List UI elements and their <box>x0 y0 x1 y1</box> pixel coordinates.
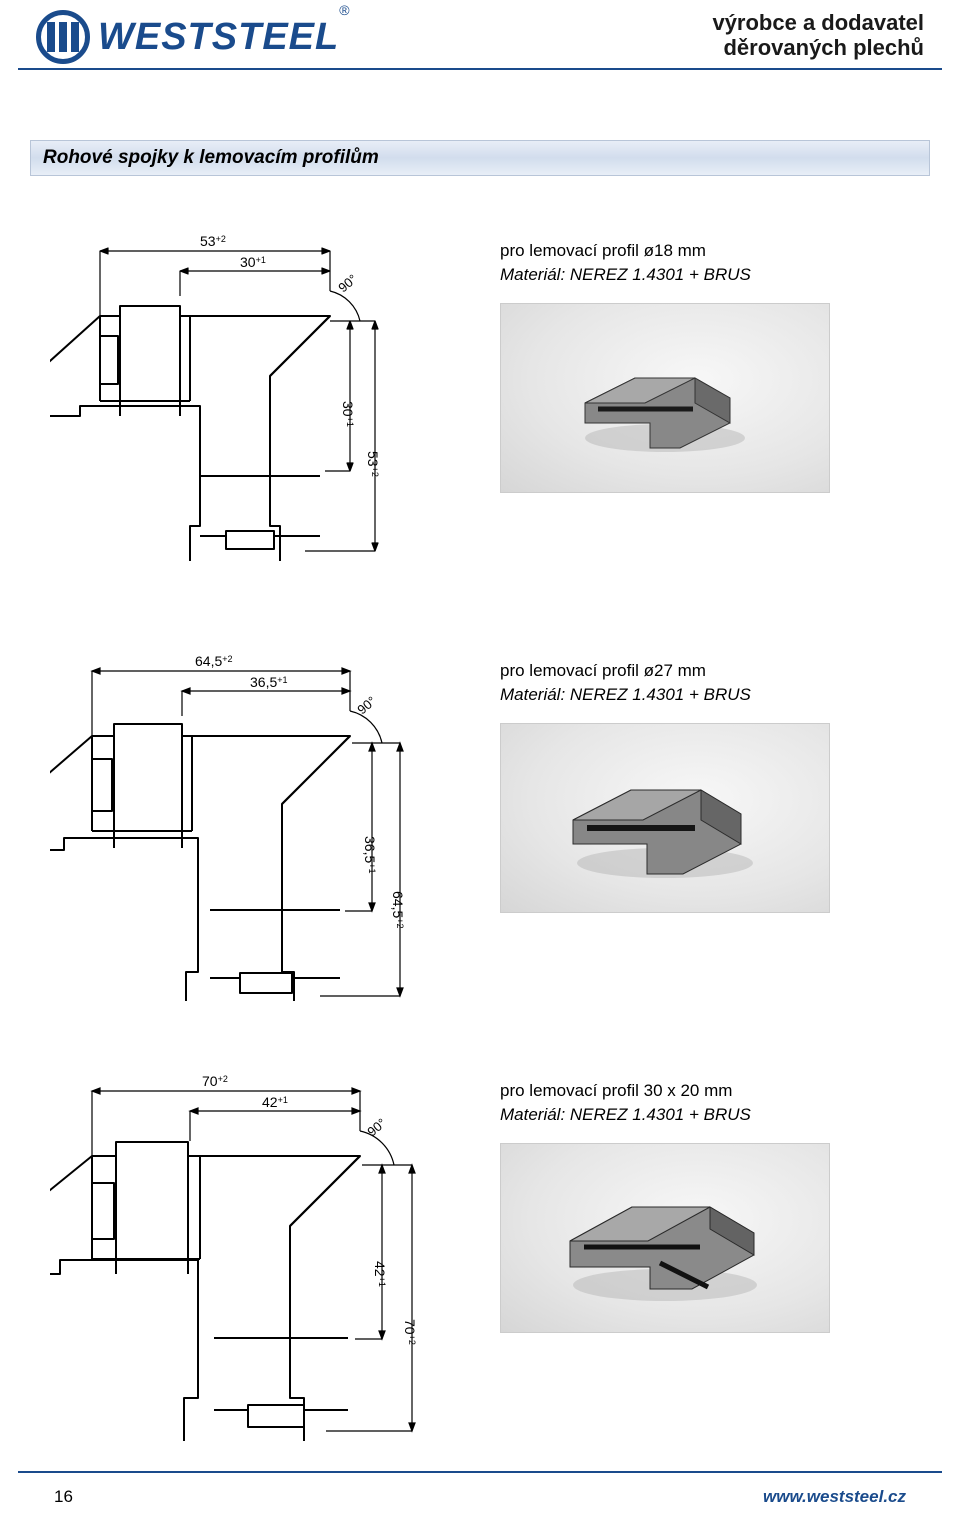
technical-drawing: 64,5+2 36,5+1 90° 36,5+1 64,5+2 <box>50 641 470 981</box>
svg-text:70+2: 70+2 <box>402 1319 418 1345</box>
svg-text:36,5+1: 36,5+1 <box>250 674 288 690</box>
section-title: Rohové spojky k lemovacím profilům <box>30 140 930 176</box>
svg-text:30+1: 30+1 <box>240 254 266 270</box>
technical-drawing: 53+2 30+1 90° 30+1 53+2 <box>50 221 470 561</box>
brand-name: WESTSTEEL <box>98 16 339 58</box>
svg-text:64,5+2: 64,5+2 <box>390 891 406 929</box>
registered-mark: ® <box>339 2 349 18</box>
product-description: pro lemovací profil ø18 mm Materiál: NER… <box>500 221 910 493</box>
svg-text:64,5+2: 64,5+2 <box>195 653 233 669</box>
technical-drawing: 70+2 42+1 90° 42+1 70+2 <box>50 1061 470 1401</box>
page-header: WESTSTEEL® výrobce a dodavatel děrovanýc… <box>18 0 942 70</box>
product-row: 53+2 30+1 90° 30+1 53+2 pro lemovací pro… <box>0 206 960 576</box>
svg-text:90°: 90° <box>335 271 360 295</box>
page-number: 16 <box>54 1487 73 1507</box>
svg-text:42+1: 42+1 <box>372 1261 388 1287</box>
logo-icon <box>36 10 90 64</box>
brand-logo: WESTSTEEL® <box>36 10 350 64</box>
tagline-line2: děrovaných plechů <box>712 35 924 60</box>
product-profile: pro lemovací profil ø27 mm <box>500 661 910 681</box>
footer-url: www.weststeel.cz <box>763 1487 906 1507</box>
product-profile: pro lemovací profil ø18 mm <box>500 241 910 261</box>
product-photo <box>500 723 830 913</box>
svg-text:53+2: 53+2 <box>365 451 381 477</box>
product-photo <box>500 1143 830 1333</box>
page-footer: 16 www.weststeel.cz <box>18 1471 942 1535</box>
tagline-line1: výrobce a dodavatel <box>712 10 924 35</box>
svg-text:36,5+1: 36,5+1 <box>362 836 378 874</box>
product-description: pro lemovací profil ø27 mm Materiál: NER… <box>500 641 910 913</box>
product-row: 64,5+2 36,5+1 90° 36,5+1 64,5+2 pro lemo… <box>0 626 960 996</box>
product-row: 70+2 42+1 90° 42+1 70+2 pro lemovací pro… <box>0 1046 960 1416</box>
product-material: Materiál: NEREZ 1.4301 + BRUS <box>500 1105 910 1125</box>
product-photo <box>500 303 830 493</box>
product-material: Materiál: NEREZ 1.4301 + BRUS <box>500 685 910 705</box>
svg-text:90°: 90° <box>364 1115 389 1139</box>
svg-text:70+2: 70+2 <box>202 1073 228 1089</box>
svg-text:42+1: 42+1 <box>262 1094 288 1110</box>
svg-text:53+2: 53+2 <box>200 233 226 249</box>
brand-tagline: výrobce a dodavatel děrovaných plechů <box>712 10 924 61</box>
product-description: pro lemovací profil 30 x 20 mm Materiál:… <box>500 1061 910 1333</box>
product-material: Materiál: NEREZ 1.4301 + BRUS <box>500 265 910 285</box>
svg-text:30+1: 30+1 <box>340 401 356 427</box>
product-profile: pro lemovací profil 30 x 20 mm <box>500 1081 910 1101</box>
